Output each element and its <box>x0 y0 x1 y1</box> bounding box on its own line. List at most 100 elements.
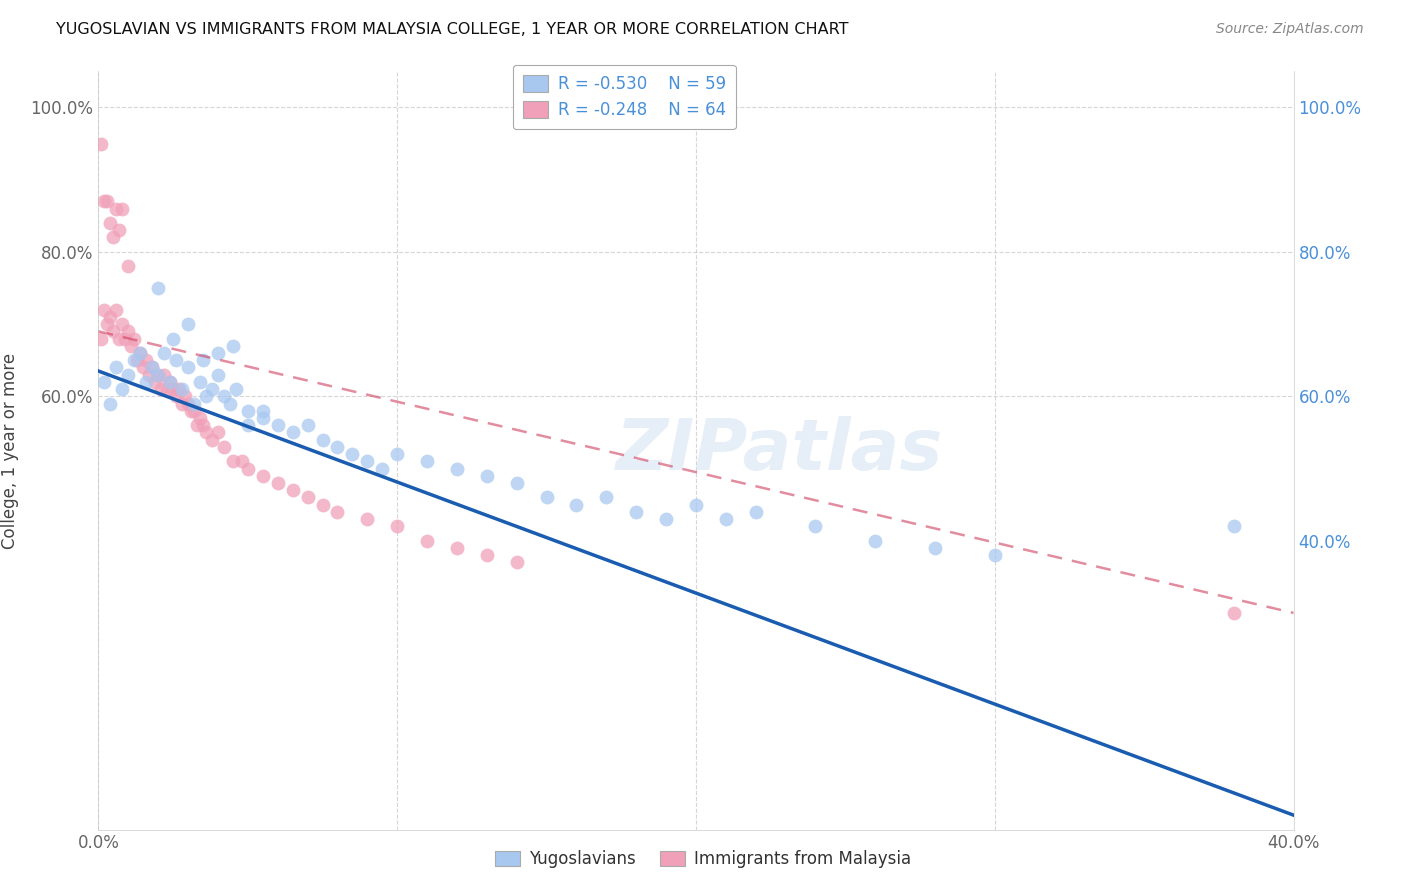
Point <box>207 368 229 382</box>
Point <box>108 332 131 346</box>
Point <box>114 332 136 346</box>
Point <box>117 324 139 338</box>
Text: YUGOSLAVIAN VS IMMIGRANTS FROM MALAYSIA COLLEGE, 1 YEAR OR MORE CORRELATION CHAR: YUGOSLAVIAN VS IMMIGRANTS FROM MALAYSIA … <box>56 22 849 37</box>
Point <box>141 360 163 375</box>
Point <box>138 368 160 382</box>
Point <box>626 505 648 519</box>
Point <box>222 454 245 468</box>
Legend: R = -0.530    N = 59, R = -0.248    N = 64: R = -0.530 N = 59, R = -0.248 N = 64 <box>513 64 735 129</box>
Point <box>201 433 224 447</box>
Point <box>191 353 214 368</box>
Point <box>236 418 259 433</box>
Point <box>225 382 247 396</box>
Point <box>105 302 128 317</box>
Text: Source: ZipAtlas.com: Source: ZipAtlas.com <box>1216 22 1364 37</box>
Point <box>148 281 170 295</box>
Point <box>90 136 112 151</box>
Point <box>207 346 229 360</box>
Point <box>804 519 827 533</box>
Point <box>159 375 181 389</box>
Point <box>165 389 187 403</box>
Point <box>475 548 498 562</box>
Point <box>506 475 529 490</box>
Point <box>127 353 149 368</box>
Point <box>201 382 224 396</box>
Point <box>148 368 170 382</box>
Point <box>342 447 364 461</box>
Point <box>188 375 211 389</box>
Point <box>984 548 1007 562</box>
Point <box>655 512 678 526</box>
Point <box>281 483 304 498</box>
Text: ZIPatlas: ZIPatlas <box>616 416 943 485</box>
Point <box>105 360 128 375</box>
Point <box>281 425 304 440</box>
Point <box>267 475 290 490</box>
Point <box>311 433 333 447</box>
Point <box>252 468 274 483</box>
Point <box>103 230 125 244</box>
Point <box>117 260 139 274</box>
Point <box>117 368 139 382</box>
Y-axis label: College, 1 year or more: College, 1 year or more <box>1 352 20 549</box>
Point <box>132 360 155 375</box>
Point <box>195 425 218 440</box>
Point <box>714 512 737 526</box>
Point <box>162 382 184 396</box>
Point <box>252 403 274 417</box>
Point <box>446 541 468 555</box>
Point <box>371 461 394 475</box>
Point <box>93 302 115 317</box>
Point <box>222 339 245 353</box>
Point <box>195 389 218 403</box>
Point <box>180 403 202 417</box>
Point <box>177 396 200 410</box>
Point <box>167 382 190 396</box>
Point <box>595 491 617 505</box>
Point <box>212 440 235 454</box>
Point <box>120 339 142 353</box>
Point <box>172 382 194 396</box>
Point <box>153 346 176 360</box>
Legend: Yugoslavians, Immigrants from Malaysia: Yugoslavians, Immigrants from Malaysia <box>488 844 918 875</box>
Point <box>236 461 259 475</box>
Point <box>1223 606 1246 620</box>
Point <box>153 368 176 382</box>
Point <box>924 541 946 555</box>
Point <box>93 375 115 389</box>
Point <box>98 310 122 324</box>
Point <box>96 194 118 209</box>
Point <box>191 418 214 433</box>
Point <box>356 454 378 468</box>
Point <box>745 505 768 519</box>
Point <box>93 194 115 209</box>
Point <box>267 418 290 433</box>
Point <box>111 382 134 396</box>
Point <box>148 368 170 382</box>
Point <box>111 317 134 331</box>
Point <box>141 360 163 375</box>
Point <box>188 411 211 425</box>
Point <box>385 447 409 461</box>
Point <box>212 389 235 403</box>
Point <box>536 491 558 505</box>
Point <box>103 324 125 338</box>
Point <box>183 396 205 410</box>
Point <box>135 353 157 368</box>
Point <box>236 403 259 417</box>
Point <box>162 332 184 346</box>
Point <box>111 202 134 216</box>
Point <box>108 223 131 237</box>
Point <box>506 555 529 569</box>
Point <box>105 202 128 216</box>
Point <box>156 382 179 396</box>
Point <box>231 454 253 468</box>
Point <box>177 360 200 375</box>
Point <box>865 533 887 548</box>
Point <box>135 375 157 389</box>
Point <box>207 425 229 440</box>
Point <box>129 346 152 360</box>
Point <box>385 519 409 533</box>
Point <box>565 498 588 512</box>
Point <box>90 332 112 346</box>
